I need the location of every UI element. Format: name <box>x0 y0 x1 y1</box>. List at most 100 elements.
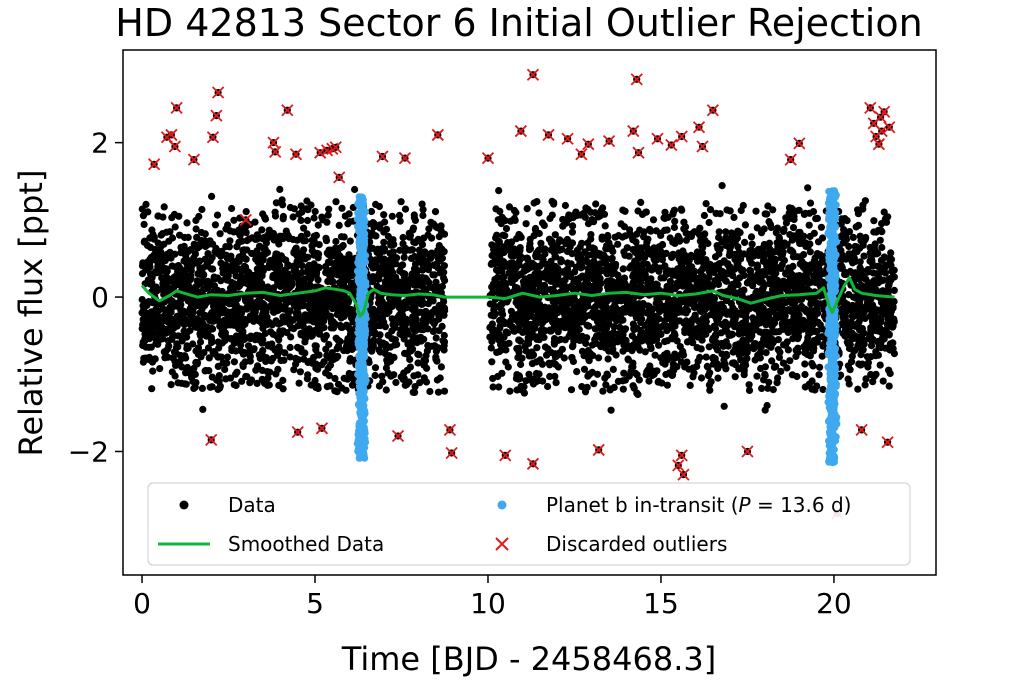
data-point <box>516 256 524 264</box>
data-point <box>560 354 568 362</box>
data-point <box>722 350 731 358</box>
data-point <box>494 273 502 282</box>
data-point <box>286 353 294 361</box>
data-point <box>419 206 427 214</box>
data-point <box>745 381 753 389</box>
data-point <box>171 372 179 380</box>
data-point <box>182 380 190 388</box>
data-point <box>201 255 209 263</box>
data-point <box>438 322 446 330</box>
data-point <box>332 237 340 246</box>
data-point <box>696 224 704 232</box>
data-point <box>404 340 412 348</box>
data-point <box>192 216 200 225</box>
data-point <box>406 346 414 354</box>
data-point <box>277 254 286 262</box>
data-point <box>167 285 175 293</box>
data-point <box>727 299 736 308</box>
data-point <box>603 255 611 263</box>
data-point <box>209 317 217 325</box>
data-point <box>704 239 712 248</box>
data-point <box>324 211 332 219</box>
data-point <box>257 333 265 341</box>
data-point <box>493 348 501 356</box>
data-point <box>228 278 236 286</box>
data-point <box>335 221 343 229</box>
data-point <box>804 184 812 192</box>
data-point <box>785 204 794 212</box>
data-point <box>780 318 788 326</box>
data-point <box>890 350 899 358</box>
data-point <box>312 360 320 368</box>
data-point <box>858 360 867 368</box>
data-point <box>304 206 312 214</box>
data-point <box>619 331 627 339</box>
data-point <box>246 351 254 359</box>
data-point <box>272 199 280 207</box>
data-point <box>236 227 244 236</box>
data-point <box>398 300 406 308</box>
data-point <box>174 262 182 270</box>
data-point <box>592 339 600 347</box>
data-point <box>838 320 846 328</box>
data-point <box>267 295 275 304</box>
data-point <box>299 319 307 327</box>
data-point <box>654 378 662 386</box>
data-point <box>208 373 216 381</box>
data-point <box>384 285 392 293</box>
data-point <box>223 268 231 276</box>
data-point <box>772 229 780 237</box>
data-point <box>328 351 336 359</box>
data-point <box>489 383 497 391</box>
data-point <box>139 301 147 310</box>
data-point <box>738 300 746 308</box>
data-point <box>435 233 443 241</box>
data-point <box>340 280 348 288</box>
data-point <box>346 355 354 363</box>
data-point <box>548 237 556 245</box>
data-point <box>315 241 323 249</box>
data-point <box>510 214 518 223</box>
data-point <box>351 185 359 194</box>
data-point <box>182 251 190 260</box>
data-point <box>343 321 351 329</box>
data-point <box>775 287 784 295</box>
data-point <box>305 303 313 311</box>
data-point <box>715 228 723 236</box>
data-point <box>290 205 298 213</box>
data-point <box>334 249 342 257</box>
data-point <box>662 249 670 257</box>
data-point <box>818 352 826 360</box>
data-point <box>183 284 191 292</box>
data-point <box>239 362 247 371</box>
data-point <box>182 354 190 362</box>
data-point <box>386 249 394 257</box>
data-point <box>630 384 638 392</box>
data-point <box>145 258 153 266</box>
data-point <box>644 235 652 243</box>
data-point <box>633 371 641 379</box>
data-point <box>805 221 813 229</box>
data-point <box>688 327 696 335</box>
data-point <box>202 366 210 375</box>
data-point <box>623 244 631 252</box>
data-point <box>263 313 271 321</box>
data-point <box>242 229 250 237</box>
data-point <box>239 350 247 358</box>
data-point <box>634 207 642 215</box>
data-point <box>559 222 567 230</box>
data-point <box>747 267 755 275</box>
data-point <box>552 324 561 332</box>
data-point <box>860 252 868 260</box>
data-point <box>675 305 684 313</box>
data-point <box>375 337 383 345</box>
data-point <box>656 329 664 337</box>
data-point <box>635 276 643 284</box>
data-point <box>424 266 432 274</box>
data-point <box>753 224 761 232</box>
data-point <box>410 211 418 219</box>
data-point <box>660 274 668 282</box>
data-point <box>371 329 379 337</box>
data-point <box>856 244 864 252</box>
data-point <box>371 371 379 380</box>
